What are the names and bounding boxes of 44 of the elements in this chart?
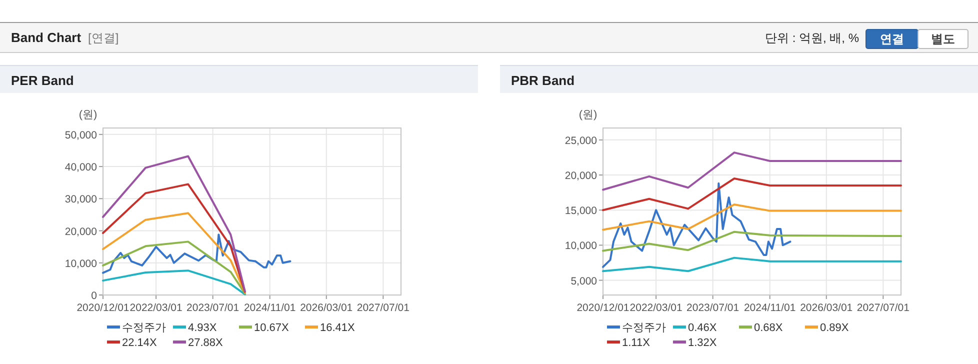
text: 연결 <box>880 32 904 46</box>
y-tick-label: 15,000 <box>564 205 598 218</box>
y-tick-label: 30,000 <box>64 194 98 206</box>
x-tick-label: 2020/12/01 <box>76 302 130 314</box>
y-tick-label: 10,000 <box>64 258 98 270</box>
legend-label: 0.89X <box>820 322 850 334</box>
x-tick-label: 2024/11/01 <box>744 302 796 314</box>
legend-label: 수정주가 <box>622 322 666 334</box>
legend-label: 0.46X <box>688 322 718 334</box>
legend-label: 수정주가 <box>122 322 166 334</box>
x-tick-label: 2027/07/01 <box>856 302 910 314</box>
y-tick-label: 10,000 <box>564 240 598 252</box>
x-tick-label: 2024/11/01 <box>244 302 296 314</box>
x-tick-label: 2023/07/01 <box>686 302 740 314</box>
x-tick-label: 2026/03/01 <box>800 302 853 314</box>
text: Band Chart <box>11 30 82 45</box>
text: 단위 : 억원, 배, % <box>764 31 860 45</box>
x-tick-label: 2022/03/01 <box>130 302 182 314</box>
y-tick-label: 50,000 <box>64 129 98 142</box>
legend-label: 27.88X <box>188 337 224 349</box>
y-tick-label: 20,000 <box>64 226 98 238</box>
legend-label: 1.32X <box>688 337 718 349</box>
legend-label: 10.67X <box>254 322 290 334</box>
x-tick-label: 2026/03/01 <box>300 302 353 314</box>
text: 별도 <box>931 32 955 46</box>
legend-label: 4.93X <box>188 322 218 334</box>
y-tick-label: 5,000 <box>570 275 598 288</box>
y-tick-label: 25,000 <box>564 134 598 147</box>
x-tick-label: 2020/12/01 <box>576 302 630 314</box>
legend-label: 16.41X <box>320 322 356 334</box>
chart-title: PER Band <box>11 73 74 88</box>
x-tick-label: 2027/07/01 <box>356 302 410 314</box>
text: [연결] <box>88 31 119 45</box>
y-tick-label: 20,000 <box>564 170 598 182</box>
legend-label: 1.11X <box>622 337 651 349</box>
y-axis-title: (원) <box>578 109 598 121</box>
y-tick-label: 0 <box>91 290 98 302</box>
y-axis-title: (원) <box>78 109 98 121</box>
chart-title: PBR Band <box>511 73 575 88</box>
x-tick-label: 2022/03/01 <box>630 302 682 314</box>
legend-label: 22.14X <box>122 337 158 349</box>
x-tick-label: 2023/07/01 <box>186 302 240 314</box>
y-tick-label: 40,000 <box>64 162 98 174</box>
legend-label: 0.68X <box>754 322 784 334</box>
